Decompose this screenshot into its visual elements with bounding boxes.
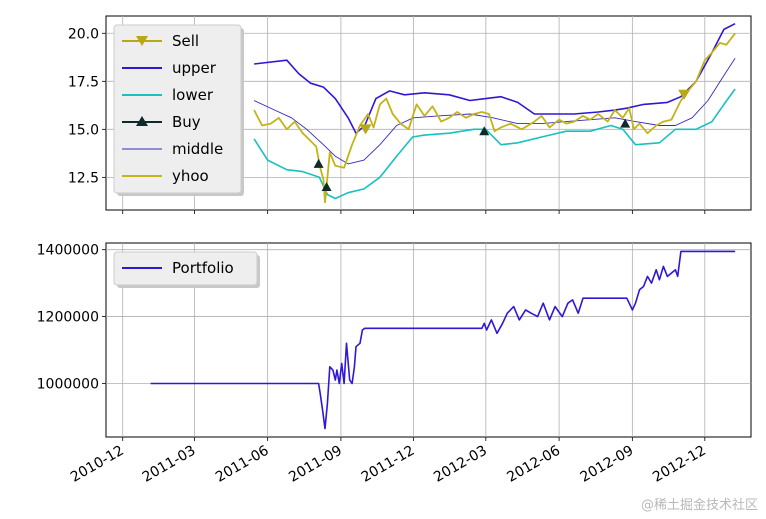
legend-label: Buy: [172, 113, 201, 131]
y-tick-label: 15.0: [68, 122, 99, 138]
series-line-portfolio: [150, 250, 736, 430]
x-tick-label: 2012-12: [650, 443, 709, 486]
sell-marker: [678, 89, 691, 100]
series-line-middle: [253, 58, 736, 165]
legend-label: yhoo: [172, 167, 209, 185]
legend-label: lower: [172, 86, 214, 104]
x-tick-label: 2012-06: [504, 443, 563, 486]
x-tick-label: 2011-06: [213, 443, 272, 486]
top-legend: Sell upper lower Buy middle yhoo: [113, 24, 244, 196]
legend-label: Sell: [172, 32, 199, 50]
y-tick-label: 1400000: [37, 243, 99, 259]
series-line-upper: [254, 22, 736, 134]
buy-marker: [479, 126, 490, 136]
buy-marker: [313, 158, 324, 168]
bottom-x-ticks: 2010-12 2011-03 2011-06 2011-09 2011-12 2012-…: [68, 437, 709, 486]
legend-label: middle: [172, 140, 223, 158]
x-tick-label: 2012-09: [578, 443, 637, 486]
x-tick-label: 2010-12: [68, 443, 127, 486]
bottom-y-ticks: 1000000 1200000 1400000: [37, 243, 106, 392]
top-x-ticks: [122, 210, 706, 214]
y-tick-label: 12.5: [68, 170, 99, 186]
x-tick-label: 2011-12: [359, 443, 418, 486]
legend-label: upper: [172, 59, 217, 77]
y-tick-label: 1000000: [37, 376, 99, 392]
top-chart: 12.5 15.0 17.5 20.0 Sell upper lower Buy middle…: [68, 15, 752, 214]
x-tick-label: 2011-03: [140, 443, 199, 486]
legend-label: Portfolio: [172, 259, 234, 277]
y-tick-label: 17.5: [68, 74, 99, 90]
series-line-yhoo: [253, 32, 736, 204]
y-tick-label: 1200000: [37, 310, 99, 326]
buy-marker: [321, 181, 332, 191]
legend-box: [113, 251, 258, 286]
watermark: @稀土掘金技术社区: [640, 498, 758, 513]
buy-marker: [620, 118, 631, 128]
bottom-legend: Portfolio: [113, 251, 260, 288]
bottom-series: [150, 250, 736, 430]
bottom-chart: 1000000 1200000 1400000 2010-12 2011-03 2011…: [37, 242, 752, 486]
top-y-ticks: 12.5 15.0 17.5 20.0: [68, 26, 106, 186]
legend-buy-marker: [136, 116, 148, 126]
bottom-grid: [106, 243, 751, 437]
top-series: [253, 22, 736, 204]
x-tick-label: 2011-09: [286, 443, 345, 486]
y-tick-label: 20.0: [68, 26, 99, 42]
legend-sell-marker: [136, 36, 148, 46]
top-markers: [313, 89, 691, 191]
sell-marker: [359, 124, 372, 135]
x-tick-label: 2012-03: [431, 443, 490, 486]
